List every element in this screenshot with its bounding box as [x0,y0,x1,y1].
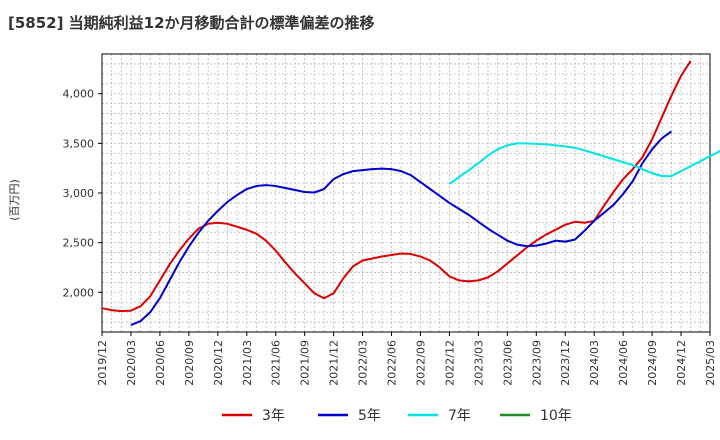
grid-lines [101,53,711,333]
y-tick-label: 2,500 [63,237,95,250]
x-tick-label: 2024/03 [588,340,601,386]
x-tick-label: 2023/12 [559,340,572,386]
x-tick-label: 2020/09 [183,340,196,386]
x-tick-label: 2020/06 [154,340,167,386]
x-tick-labels: 2019/12 2020/03 2020/06 2020/09 2020/12 2021/… [96,340,717,386]
y-tick-labels: 2,000 2,500 3,000 3,500 4,000 [63,88,95,300]
x-tick-label: 2022/03 [357,340,370,386]
series-lines [101,60,720,326]
x-tick-label: 2023/06 [501,340,514,386]
legend-label-10年: 10年 [540,408,572,424]
x-tick-label: 2024/12 [675,340,688,386]
axes [98,53,711,336]
y-tick-label: 3,000 [63,187,95,200]
y-axis-label: (百万円) [8,179,21,221]
series-line-3年 [101,60,692,313]
x-tick-label: 2024/06 [617,340,630,386]
x-tick-label: 2020/03 [125,340,138,386]
x-tick-label: 2021/12 [328,340,341,386]
x-tick-label: 2019/12 [96,340,109,386]
x-tick-label: 2023/03 [472,340,485,386]
legend-label-7年: 7年 [448,408,471,424]
x-tick-label: 2020/12 [212,340,225,386]
y-tick-label: 3,500 [63,137,95,150]
series-line-5年 [130,130,672,326]
legend: 3年 5年 7年 10年 [222,408,572,424]
x-tick-label: 2023/09 [530,340,543,386]
y-tick-label: 2,000 [63,286,95,299]
x-tick-label: 2022/06 [386,340,399,386]
x-tick-label: 2025/03 [704,340,717,386]
legend-label-3年: 3年 [262,408,285,424]
series-line-7年 [448,142,720,185]
x-tick-label: 2021/06 [270,340,283,386]
x-tick-label: 2021/09 [299,340,312,386]
y-tick-label: 4,000 [63,88,95,101]
x-tick-label: 2021/03 [241,340,254,386]
legend-label-5年: 5年 [358,408,381,424]
x-tick-label: 2022/09 [414,340,427,386]
x-tick-label: 2024/09 [646,340,659,386]
chart-title: [5852] 当期純利益12か月移動合計の標準偏差の推移 [8,14,375,32]
x-tick-label: 2022/12 [443,340,456,386]
